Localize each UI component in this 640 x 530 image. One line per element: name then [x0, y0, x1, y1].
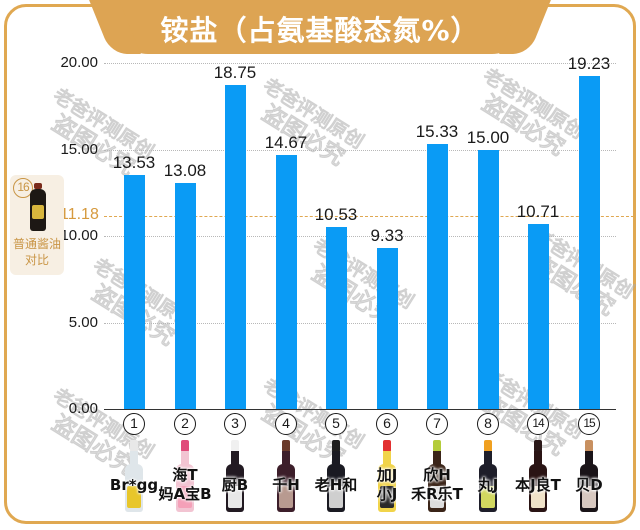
gridline-5 — [104, 323, 616, 324]
soy-sauce-bottle-icon — [277, 440, 295, 514]
bar-value-label: 10.71 — [516, 201, 560, 221]
chart-title: 铵盐（占氨基酸态氮%） — [160, 14, 480, 47]
reference-product-card: 16 普通酱油 对比 — [10, 175, 64, 275]
product-name-line2: 小J — [376, 485, 398, 503]
bar-value-label: 18.75 — [213, 62, 257, 82]
bar-8 — [478, 149, 499, 409]
reference-line — [104, 216, 634, 217]
soy-sauce-bottle-icon — [327, 440, 345, 514]
y-tick-15: 15.00 — [60, 141, 98, 158]
soy-sauce-bottle-icon — [580, 440, 598, 514]
soy-sauce-bottle-icon — [125, 440, 143, 514]
product-name-line1: 本J良T — [515, 476, 561, 494]
bar-value-label: 10.53 — [314, 204, 358, 224]
reference-value-label: 11.18 — [60, 206, 99, 223]
soy-sauce-bottle-icon — [529, 440, 547, 514]
bar-2 — [175, 182, 196, 409]
product-name-line2: 妈A宝B — [158, 485, 212, 503]
bar-6 — [377, 247, 398, 409]
bar-4 — [276, 155, 297, 409]
product-name-line1: 加J — [376, 466, 398, 484]
reference-number-badge: 16 — [13, 178, 33, 198]
bar-14 — [528, 223, 549, 409]
product-name-line1: Br*gg — [109, 476, 159, 494]
y-tick-5: 5.00 — [68, 314, 98, 331]
reference-label-line2: 对比 — [24, 253, 49, 267]
soy-sauce-bottle-icon — [30, 183, 46, 231]
bar-3 — [225, 84, 246, 409]
product-name-line1: 贝D — [575, 476, 603, 494]
product-number-badge: 8 — [477, 413, 499, 435]
product-number-badge: 6 — [376, 413, 398, 435]
x-axis-line — [104, 409, 616, 410]
product-name-line1: 丸J — [477, 476, 499, 494]
bar-value-label: 13.53 — [112, 152, 156, 172]
product-number-badge: 5 — [325, 413, 347, 435]
title-banner: 铵盐（占氨基酸态氮%） — [118, 0, 522, 54]
bar-value-label: 15.00 — [466, 127, 510, 147]
product-number-badge: 15 — [578, 413, 600, 435]
product-number-badge: 2 — [174, 413, 196, 435]
bar-15 — [579, 76, 600, 409]
bar-value-label: 14.67 — [264, 133, 308, 153]
soy-sauce-bottle-icon — [479, 440, 497, 514]
product-number-badge: 14 — [527, 413, 549, 435]
y-tick-0: 0.00 — [68, 400, 98, 417]
product-number-badge: 7 — [426, 413, 448, 435]
product-number-badge: 4 — [275, 413, 297, 435]
soy-sauce-bottle-icon — [226, 440, 244, 514]
bar-value-label: 13.08 — [163, 160, 207, 180]
soy-sauce-bottle-icon — [176, 440, 194, 514]
product-name-line2: 禾R乐T — [411, 485, 463, 503]
gridline-20 — [104, 63, 616, 64]
product-name-line1: 老H和 — [314, 476, 358, 494]
soy-sauce-bottle-icon — [378, 440, 396, 514]
product-name-line1: 厨B — [221, 476, 249, 494]
gridline-15 — [104, 150, 616, 151]
product-name-line1: 欣H — [423, 466, 451, 484]
y-tick-10: 10.00 — [60, 227, 98, 244]
bar-1 — [124, 174, 145, 409]
bar-value-label: 19.23 — [567, 54, 611, 74]
gridline-10 — [104, 236, 616, 237]
y-tick-20: 20.00 — [60, 54, 98, 71]
bar-value-label: 15.33 — [415, 121, 459, 141]
product-name-line1: 千H — [272, 476, 300, 494]
reference-label-line1: 普通酱油 — [12, 237, 61, 251]
product-number-badge: 3 — [224, 413, 246, 435]
soy-sauce-bottle-icon — [428, 440, 446, 514]
bar-7 — [427, 143, 448, 409]
bar-5 — [326, 226, 347, 409]
bar-value-label: 9.33 — [370, 225, 404, 245]
product-number-badge: 1 — [123, 413, 145, 435]
product-name-line1: 海T — [172, 466, 198, 484]
